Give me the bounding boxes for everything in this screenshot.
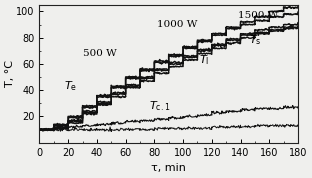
X-axis label: τ, min: τ, min	[151, 163, 186, 173]
Text: $T_\mathrm{l}$: $T_\mathrm{l}$	[199, 53, 210, 67]
Text: 500 W: 500 W	[83, 49, 117, 58]
Text: 1000 W: 1000 W	[157, 20, 197, 29]
Text: $T_\mathrm{c.1}$: $T_\mathrm{c.1}$	[149, 99, 171, 113]
Text: $T_\mathrm{s}$: $T_\mathrm{s}$	[249, 33, 261, 47]
Text: 1500 W: 1500 W	[237, 11, 278, 20]
Y-axis label: T, °С: T, °С	[5, 60, 15, 87]
Text: $T_\mathrm{e}$: $T_\mathrm{e}$	[65, 79, 78, 93]
